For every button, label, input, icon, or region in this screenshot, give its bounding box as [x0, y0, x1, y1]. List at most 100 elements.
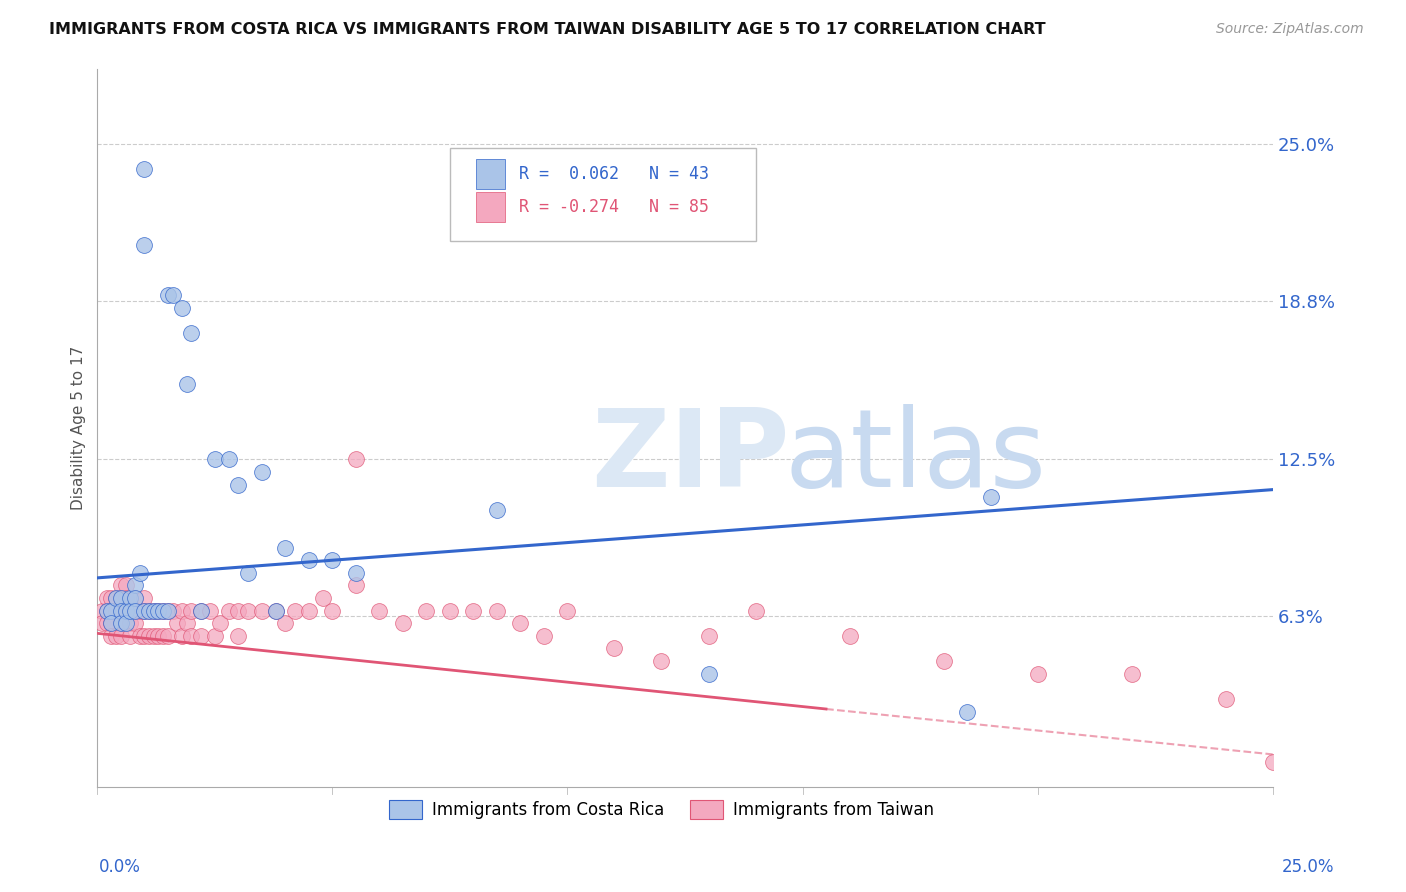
Point [110, 629, 132, 643]
Point [96, 616, 118, 631]
Point [142, 629, 165, 643]
Point [138, 604, 160, 618]
Point [91, 616, 114, 631]
Point [100, 616, 122, 631]
Point [228, 477, 250, 491]
Point [120, 604, 142, 618]
Point [124, 616, 146, 631]
Point [105, 629, 128, 643]
Point [190, 629, 212, 643]
Point [110, 616, 132, 631]
Text: R = -0.274   N = 85: R = -0.274 N = 85 [519, 198, 709, 216]
Point [1261, 755, 1284, 769]
Point [208, 616, 231, 631]
Point [100, 591, 122, 605]
Point [509, 616, 531, 631]
Point [142, 604, 165, 618]
Point [250, 465, 273, 479]
Point [100, 604, 122, 618]
Point [228, 604, 250, 618]
Point [162, 288, 184, 302]
FancyBboxPatch shape [450, 147, 755, 241]
Point [134, 629, 156, 643]
Point [124, 591, 146, 605]
Point [697, 666, 720, 681]
Point [110, 604, 132, 618]
Point [156, 629, 179, 643]
Point [170, 629, 193, 643]
Point [298, 604, 321, 618]
Point [415, 604, 437, 618]
Point [180, 326, 202, 341]
Point [204, 629, 226, 643]
Point [124, 578, 146, 592]
Point [105, 591, 128, 605]
Text: IMMIGRANTS FROM COSTA RICA VS IMMIGRANTS FROM TAIWAN DISABILITY AGE 5 TO 17 CORR: IMMIGRANTS FROM COSTA RICA VS IMMIGRANTS… [49, 22, 1046, 37]
Point [148, 629, 170, 643]
Text: Source: ZipAtlas.com: Source: ZipAtlas.com [1216, 22, 1364, 37]
Point [134, 162, 156, 177]
Point [156, 604, 179, 618]
Point [264, 604, 287, 618]
Point [124, 604, 146, 618]
Point [1215, 692, 1237, 706]
Point [264, 604, 287, 618]
Point [156, 604, 179, 618]
Point [344, 578, 367, 592]
Point [128, 566, 150, 580]
Point [128, 604, 150, 618]
Point [274, 541, 297, 555]
Point [228, 629, 250, 643]
Point [744, 604, 766, 618]
Point [152, 604, 174, 618]
Point [114, 616, 136, 631]
Point [96, 604, 118, 618]
Point [170, 301, 193, 315]
Point [298, 553, 321, 567]
Point [110, 604, 132, 618]
Point [134, 604, 156, 618]
Y-axis label: Disability Age 5 to 17: Disability Age 5 to 17 [72, 346, 86, 510]
Bar [475, 159, 505, 189]
Point [980, 490, 1002, 504]
Point [120, 616, 142, 631]
Point [166, 616, 188, 631]
Text: R =  0.062   N = 43: R = 0.062 N = 43 [519, 165, 709, 183]
Point [485, 503, 508, 517]
Point [120, 591, 142, 605]
Point [120, 604, 142, 618]
Point [204, 452, 226, 467]
Point [236, 566, 259, 580]
Point [321, 553, 343, 567]
Point [156, 288, 179, 302]
Point [1026, 666, 1049, 681]
Point [138, 604, 160, 618]
Point [176, 376, 198, 391]
Point [96, 591, 118, 605]
Text: ZIP: ZIP [591, 403, 790, 509]
Point [250, 604, 273, 618]
Point [190, 604, 212, 618]
Point [198, 604, 221, 618]
Point [284, 604, 307, 618]
Point [91, 604, 114, 618]
Point [100, 616, 122, 631]
Point [274, 616, 297, 631]
Point [838, 629, 860, 643]
Text: atlas: atlas [785, 403, 1047, 509]
Point [96, 604, 118, 618]
Point [312, 591, 335, 605]
Point [392, 616, 415, 631]
Point [152, 604, 174, 618]
Point [603, 641, 626, 656]
Point [485, 604, 508, 618]
Legend: Immigrants from Costa Rica, Immigrants from Taiwan: Immigrants from Costa Rica, Immigrants f… [382, 793, 941, 826]
Point [190, 604, 212, 618]
Point [110, 591, 132, 605]
Point [1121, 666, 1143, 681]
Point [105, 604, 128, 618]
Point [134, 591, 156, 605]
Point [162, 604, 184, 618]
Point [134, 604, 156, 618]
Point [180, 604, 202, 618]
